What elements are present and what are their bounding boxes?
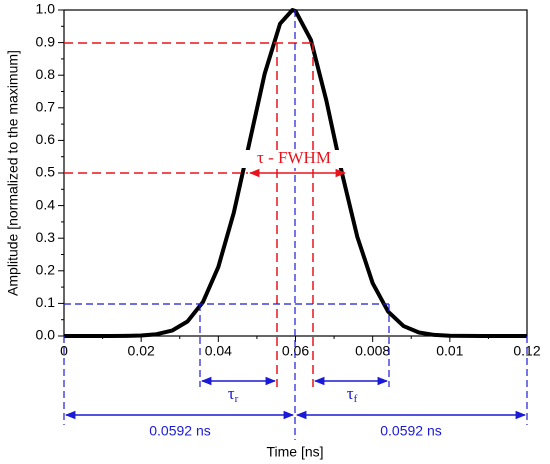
- y-tick-label: 0.4: [36, 196, 56, 212]
- y-tick-label: 0.8: [36, 66, 56, 82]
- y-tick-label: 0.6: [36, 131, 56, 147]
- x-axis-label: Time [ns]: [266, 444, 323, 460]
- annotations: τ - FWHM τr τf 0.0592 ns 0.0592 ns: [63, 10, 528, 440]
- label-bg: [240, 150, 346, 168]
- x-tick-label: 0.008: [355, 343, 390, 359]
- x-tick-label: 0.01: [436, 343, 463, 359]
- blue-guides: [63, 10, 528, 440]
- pulse-curve: [64, 8, 527, 338]
- symbol: τ: [228, 384, 235, 403]
- y-axis-label: Amplitude [normalized to the maximum]: [5, 50, 21, 296]
- red-guides: [64, 42, 314, 387]
- x-tick-label: 0.06: [282, 343, 309, 359]
- y-tick-label: 0.0: [36, 327, 56, 343]
- y-tick-label: 0.9: [36, 33, 56, 49]
- half-label: 0.0592 ns: [149, 423, 211, 439]
- x-tick-label: 0.02: [128, 343, 155, 359]
- y-tick-label: 0.5: [36, 164, 56, 180]
- y-tick-label: 0.7: [36, 99, 56, 115]
- y-tick-label: 0.2: [36, 262, 56, 278]
- half-label: 0.0592 ns: [380, 423, 442, 439]
- y-tick-label: 1.0: [36, 1, 56, 17]
- symbol: τ: [347, 384, 354, 403]
- y-tick-label: 0.1: [36, 294, 56, 310]
- fall-label: τf: [347, 384, 358, 405]
- x-tick-label: 0.04: [205, 343, 232, 359]
- subscript: f: [354, 393, 358, 405]
- subscript: r: [235, 393, 239, 405]
- rise-label: τr: [228, 384, 239, 405]
- y-tick-label: 0.3: [36, 229, 56, 245]
- fwhm-label: τ - FWHM: [257, 148, 331, 167]
